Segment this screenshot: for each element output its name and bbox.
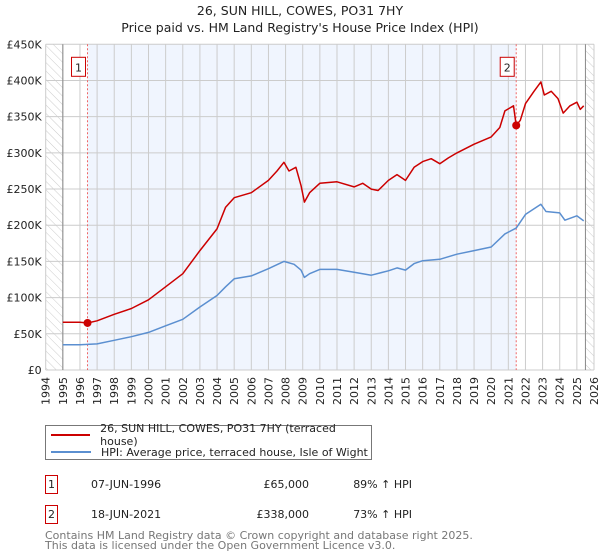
property-price-line: [62, 81, 585, 324]
x-tick-label: 2004: [211, 377, 224, 405]
y-tick-label: £50K: [13, 328, 42, 341]
x-tick-label: 2015: [400, 377, 413, 405]
sale-price: £65,000: [263, 478, 310, 491]
sale-label: 1: [75, 61, 82, 74]
sale-date: 07-JUN-1996: [91, 478, 162, 491]
x-tick-label: 2012: [348, 377, 361, 405]
sale-row-2: 2 18-JUN-2021 £338,000 73% ↑ HPI: [45, 505, 412, 525]
x-tick-label: 2026: [588, 377, 600, 405]
x-tick-label: 2002: [177, 377, 190, 405]
y-tick-label: £400K: [6, 74, 42, 87]
y-tick-label: £300K: [6, 147, 42, 160]
y-tick-label: £250K: [6, 183, 42, 196]
sale-marker-badge: 2: [45, 505, 58, 524]
hpi-line: [62, 203, 585, 346]
x-tick-label: 2011: [331, 377, 344, 405]
chart-subtitle: Price paid vs. HM Land Registry's House …: [121, 20, 479, 35]
x-tick-label: 1999: [125, 377, 138, 405]
x-tick-label: 2003: [194, 377, 207, 405]
x-tick-label: 2001: [160, 377, 173, 405]
legend-label: HPI: Average price, terraced house, Isle…: [101, 445, 368, 459]
x-tick-label: 2000: [143, 377, 156, 405]
sale-point: [83, 318, 92, 327]
x-tick-label: 2022: [519, 377, 532, 405]
x-tick-label: 1998: [108, 377, 121, 405]
x-tick-label: 1997: [91, 377, 104, 405]
legend-item-property: 26, SUN HILL, COWES, PO31 7HY (terraced …: [51, 422, 371, 448]
y-tick-label: £0: [28, 364, 42, 377]
x-tick-label: 2019: [468, 377, 481, 405]
x-tick-label: 2018: [451, 377, 464, 405]
sale-price: £338,000: [256, 508, 310, 521]
sale-date: 18-JUN-2021: [91, 508, 162, 521]
legend: 26, SUN HILL, COWES, PO31 7HY (terraced …: [45, 422, 372, 460]
x-tick-label: 2009: [297, 377, 310, 405]
sale-marker-badge: 1: [45, 475, 58, 494]
sale-label-box: [71, 56, 87, 77]
x-tick-label: 2024: [554, 377, 567, 405]
x-tick-label: 2013: [365, 377, 378, 405]
x-tick-label: 1995: [57, 377, 70, 405]
footer-line-1: Contains HM Land Registry data © Crown c…: [45, 529, 473, 542]
ownership-period-shading: [87, 44, 517, 371]
x-tick-label: 1996: [74, 377, 87, 405]
x-tick-label: 2010: [314, 377, 327, 405]
sale-hpi-change: 73% ↑ HPI: [353, 508, 412, 521]
x-tick-label: 1994: [40, 377, 53, 405]
x-tick-label: 2014: [382, 377, 395, 405]
y-tick-label: £150K: [6, 255, 42, 268]
legend-item-hpi: HPI: Average price, terraced house, Isle…: [51, 444, 368, 460]
sale-point: [512, 121, 521, 130]
x-tick-label: 2021: [502, 377, 515, 405]
x-tick-label: 2008: [280, 377, 293, 405]
legend-swatch-blue: [51, 451, 91, 453]
sale-label: 2: [504, 61, 511, 74]
x-tick-label: 2005: [228, 377, 241, 405]
sale-row-1: 1 07-JUN-1996 £65,000 89% ↑ HPI: [45, 475, 412, 495]
no-data-hatch-left: [45, 44, 63, 371]
legend-label: 26, SUN HILL, COWES, PO31 7HY (terraced …: [100, 422, 336, 448]
chart-title: 26, SUN HILL, COWES, PO31 7HY: [196, 3, 404, 18]
x-tick-label: 2020: [485, 377, 498, 405]
sale-label-box: [499, 56, 515, 77]
legend-swatch-red: [51, 434, 91, 436]
y-tick-label: £450K: [6, 38, 42, 51]
y-tick-label: £200K: [6, 219, 42, 232]
sale-hpi-change: 89% ↑ HPI: [353, 478, 412, 491]
price-chart: 1994 1995 1996 1997 1998 1999 2000 2001 2002 2003…: [6, 38, 600, 405]
x-tick-label: 2025: [571, 377, 584, 405]
y-tick-label: £100K: [6, 292, 42, 305]
x-tick-label: 2007: [262, 377, 275, 405]
x-tick-label: 2017: [434, 377, 447, 405]
footer: Contains HM Land Registry data © Crown c…: [45, 529, 473, 552]
footer-line-2: This data is licensed under the Open Gov…: [45, 539, 396, 552]
x-tick-label: 2023: [537, 377, 550, 405]
no-data-hatch-right: [585, 44, 594, 371]
x-tick-label: 2006: [245, 377, 258, 405]
y-tick-label: £350K: [6, 111, 42, 124]
x-tick-label: 2016: [417, 377, 430, 405]
